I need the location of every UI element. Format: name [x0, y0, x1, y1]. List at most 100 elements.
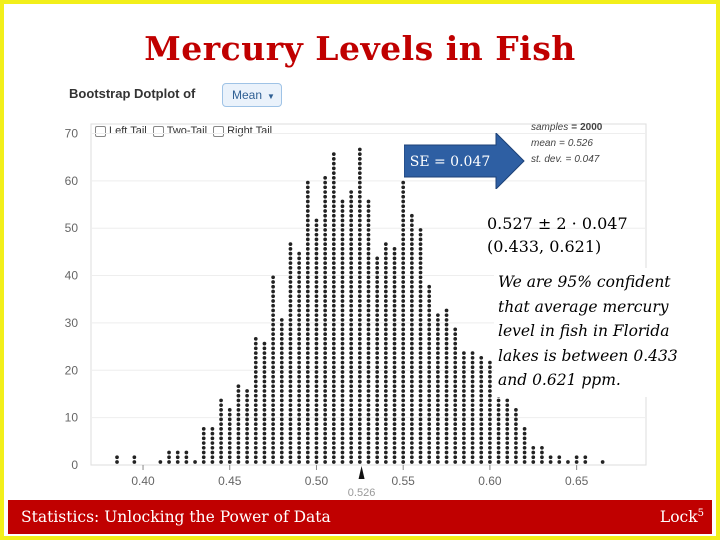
dot [410, 355, 414, 360]
dot [410, 393, 414, 398]
dot [305, 265, 310, 270]
dot [401, 275, 406, 280]
dot [366, 199, 371, 204]
dot [340, 204, 345, 209]
dot [323, 228, 327, 232]
dot [305, 374, 310, 379]
dot [271, 427, 275, 431]
dot [297, 422, 301, 426]
y-tick-label: 50 [65, 221, 79, 235]
dot [236, 412, 241, 417]
dot [297, 303, 301, 308]
dot [444, 351, 449, 355]
two-tail-checkbox[interactable] [152, 125, 164, 137]
dot [488, 374, 492, 379]
dot [383, 303, 388, 308]
two-tail-option[interactable]: Two-Tail [152, 125, 207, 137]
dot [323, 175, 327, 180]
dot [357, 460, 362, 464]
dot [401, 403, 406, 408]
dot [279, 445, 284, 450]
dot [349, 280, 354, 284]
dot [383, 417, 388, 422]
dot [505, 422, 510, 426]
dot [366, 379, 371, 384]
dot [375, 431, 380, 436]
right-tail-option[interactable]: Right Tail [213, 125, 272, 137]
dot [201, 445, 206, 450]
dot [271, 308, 275, 313]
dot [401, 341, 406, 346]
dot [418, 265, 423, 270]
dot [436, 327, 440, 332]
dot [436, 403, 440, 408]
dot [444, 460, 449, 464]
dot [210, 460, 215, 464]
dot [314, 299, 319, 303]
dot [383, 450, 388, 455]
dot [288, 299, 293, 303]
dot [401, 261, 406, 265]
dot [375, 270, 380, 275]
dot [444, 398, 449, 403]
dot [340, 322, 345, 327]
dot [436, 384, 440, 389]
dot [349, 403, 354, 408]
dot [470, 403, 475, 408]
left-tail-checkbox[interactable] [95, 125, 106, 137]
dot [383, 251, 388, 256]
dot [375, 261, 380, 265]
dot [427, 346, 432, 351]
dot [357, 247, 362, 251]
dot [340, 431, 345, 436]
dot [410, 313, 414, 318]
dot [349, 289, 354, 294]
dot [444, 408, 449, 412]
dot [427, 294, 432, 299]
dot [366, 445, 371, 450]
footer-author: Lock5 [659, 508, 704, 527]
dot [375, 327, 380, 332]
dot [401, 337, 406, 341]
dot [271, 322, 275, 327]
dot [366, 209, 371, 213]
dot [331, 427, 336, 431]
dot [201, 450, 206, 455]
dot [253, 341, 258, 346]
dot [349, 355, 354, 360]
dot [410, 422, 414, 426]
dot [288, 256, 293, 261]
dot [444, 379, 449, 384]
dot [375, 360, 380, 365]
dot [444, 341, 449, 346]
dot [305, 431, 310, 436]
statistic-select[interactable]: Mean ▼ [222, 83, 282, 107]
dot [418, 450, 423, 455]
dot [418, 417, 423, 422]
dot [514, 422, 518, 426]
dot [227, 408, 232, 412]
dot [496, 427, 501, 431]
dot [271, 374, 275, 379]
dot [453, 393, 458, 398]
dot [297, 294, 301, 299]
dot [401, 294, 406, 299]
dot [305, 247, 310, 251]
dot [305, 322, 310, 327]
right-tail-checkbox[interactable] [213, 125, 225, 137]
left-tail-option[interactable]: Left Tail [95, 125, 147, 137]
dot [340, 284, 345, 289]
dot [236, 417, 241, 422]
dot [410, 365, 414, 370]
dot [427, 308, 432, 313]
dot [219, 412, 223, 417]
dot [357, 209, 362, 213]
dot [488, 441, 492, 445]
dot [375, 256, 380, 261]
dot [418, 332, 423, 336]
dot [323, 327, 327, 332]
dot [245, 455, 249, 460]
dot [323, 341, 327, 346]
dot [453, 408, 458, 412]
dot [375, 294, 380, 299]
